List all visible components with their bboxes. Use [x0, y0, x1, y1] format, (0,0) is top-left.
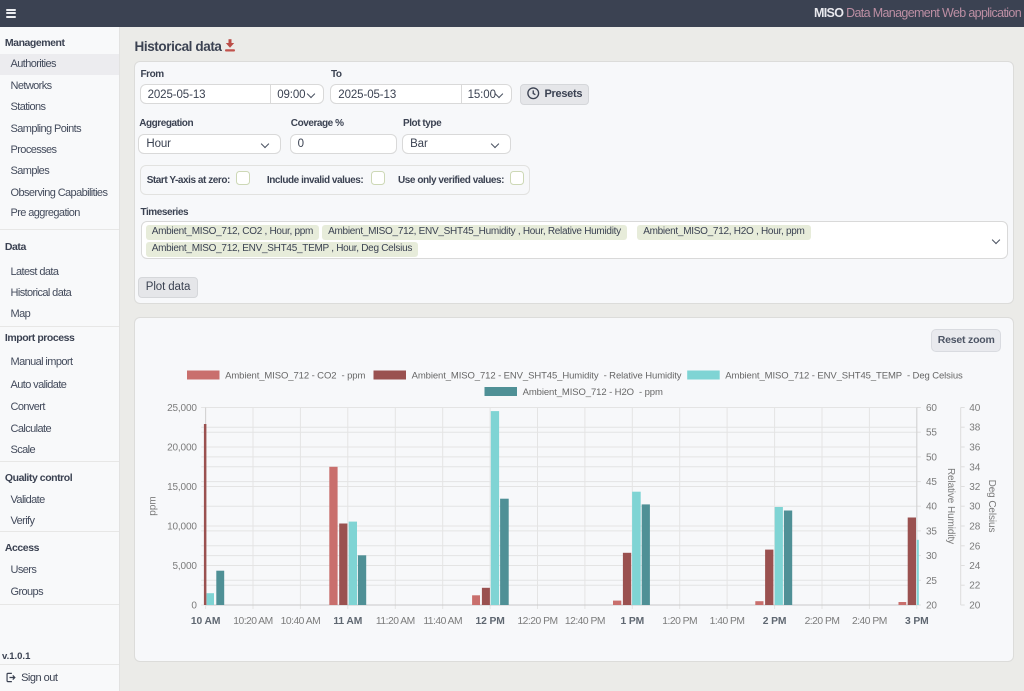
svg-text:Ambient_MISO_712 - ENV_SHT45_H: Ambient_MISO_712 - ENV_SHT45_Humidity - … [411, 371, 681, 382]
svg-text:34: 34 [969, 462, 980, 473]
svg-text:12 PM: 12 PM [475, 616, 504, 627]
svg-text:32: 32 [969, 482, 980, 493]
svg-text:35: 35 [926, 526, 937, 537]
svg-text:25,000: 25,000 [167, 403, 197, 414]
svg-text:ppm: ppm [147, 496, 158, 515]
svg-text:2:20 PM: 2:20 PM [804, 616, 839, 627]
svg-text:Relative Humidity: Relative Humidity [945, 468, 956, 544]
svg-text:11:20 AM: 11:20 AM [376, 616, 415, 627]
svg-text:55: 55 [926, 428, 937, 439]
svg-text:25: 25 [926, 576, 937, 587]
svg-text:30: 30 [926, 551, 937, 562]
svg-text:5,000: 5,000 [172, 561, 197, 572]
svg-text:Ambient_MISO_712 - CO2 - ppm: Ambient_MISO_712 - CO2 - ppm [225, 371, 365, 382]
svg-text:12:20 PM: 12:20 PM [517, 616, 557, 627]
svg-text:10,000: 10,000 [167, 522, 197, 533]
svg-text:0: 0 [191, 601, 197, 612]
svg-text:1:20 PM: 1:20 PM [662, 616, 697, 627]
svg-text:28: 28 [969, 522, 980, 533]
svg-text:36: 36 [969, 443, 980, 454]
svg-text:30: 30 [969, 502, 980, 513]
svg-text:10 AM: 10 AM [191, 616, 220, 627]
svg-text:Deg Celsius: Deg Celsius [985, 480, 996, 533]
svg-text:2 PM: 2 PM [762, 616, 786, 627]
svg-text:12:40 PM: 12:40 PM [565, 616, 605, 627]
svg-text:Ambient_MISO_712 - ENV_SHT45_T: Ambient_MISO_712 - ENV_SHT45_TEMP - Deg … [725, 371, 963, 382]
svg-text:40: 40 [969, 403, 980, 414]
svg-text:1:40 PM: 1:40 PM [709, 616, 744, 627]
svg-text:60: 60 [926, 403, 937, 414]
svg-text:20: 20 [926, 601, 937, 612]
svg-text:24: 24 [969, 561, 980, 572]
svg-text:38: 38 [969, 423, 980, 434]
svg-text:11 AM: 11 AM [333, 616, 362, 627]
svg-text:10:40 AM: 10:40 AM [280, 616, 320, 627]
svg-text:50: 50 [926, 452, 937, 463]
svg-text:45: 45 [926, 477, 937, 488]
svg-text:26: 26 [969, 541, 980, 552]
svg-text:40: 40 [926, 502, 937, 513]
svg-text:15,000: 15,000 [167, 482, 197, 493]
svg-text:10:20 AM: 10:20 AM [233, 616, 273, 627]
svg-text:3 PM: 3 PM [905, 616, 929, 627]
svg-text:22: 22 [969, 581, 980, 592]
svg-text:11:40 AM: 11:40 AM [423, 616, 462, 627]
svg-text:20: 20 [969, 601, 980, 612]
svg-text:2:40 PM: 2:40 PM [852, 616, 887, 627]
svg-text:Ambient_MISO_712 - H2O - ppm: Ambient_MISO_712 - H2O - ppm [522, 387, 662, 398]
svg-text:20,000: 20,000 [167, 443, 197, 454]
svg-text:1 PM: 1 PM [620, 616, 644, 627]
